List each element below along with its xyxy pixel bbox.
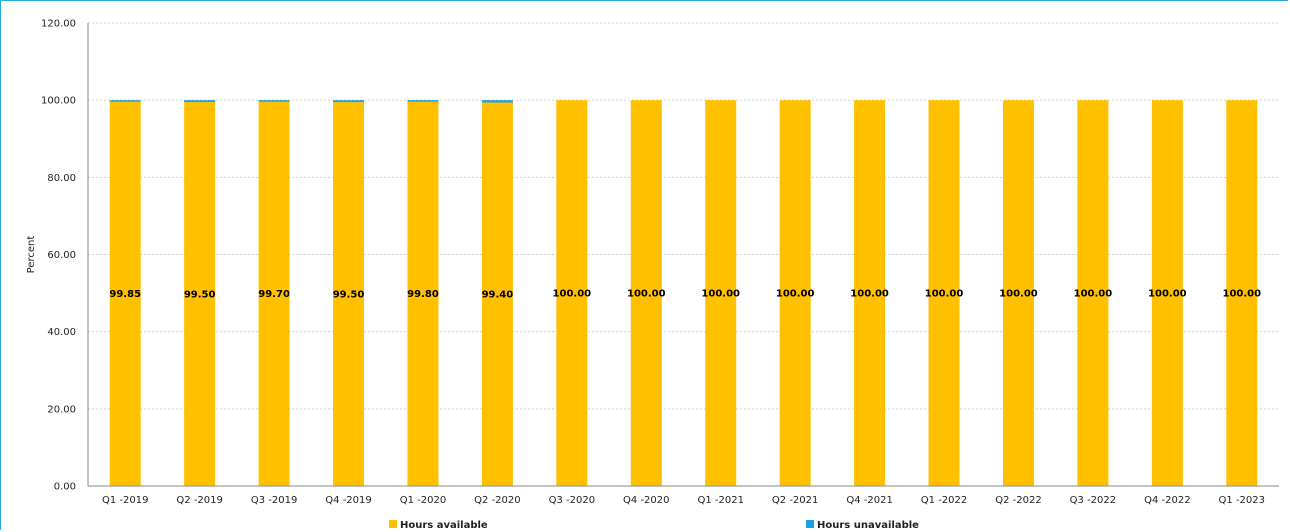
bar-hours-available bbox=[854, 100, 886, 487]
bar-hours-available bbox=[481, 102, 513, 487]
bar-hours-available bbox=[1151, 100, 1183, 487]
bar-hours-unavailable bbox=[407, 100, 439, 102]
bar-hours-available bbox=[779, 100, 811, 487]
bar-hours-available bbox=[556, 100, 588, 487]
x-tick-label: Q4 -2021 bbox=[846, 495, 892, 506]
x-tick-label: Q4 -2020 bbox=[623, 495, 669, 506]
bar-hours-available bbox=[1077, 100, 1109, 487]
y-tick-label: 20.00 bbox=[47, 404, 76, 415]
x-tick-label: Q3 -2020 bbox=[549, 495, 595, 506]
legend-swatch bbox=[389, 520, 397, 528]
data-label: 99.50 bbox=[184, 290, 216, 301]
bar-hours-available bbox=[928, 100, 960, 487]
y-tick-label: 120.00 bbox=[41, 19, 76, 30]
data-label: 100.00 bbox=[776, 289, 815, 300]
x-tick-label: Q1 -2023 bbox=[1219, 495, 1265, 506]
x-tick-label: Q1 -2021 bbox=[697, 495, 743, 506]
x-tick-label: Q4 -2019 bbox=[325, 495, 371, 506]
bar-hours-unavailable bbox=[109, 100, 141, 102]
y-axis-ticks: 0.00 20.00 40.00 60.00 80.00 100.00 120.00 bbox=[41, 19, 76, 493]
x-tick-label: Q1 -2019 bbox=[102, 495, 148, 506]
bar-hours-available bbox=[109, 100, 141, 486]
y-axis-title: Percent bbox=[26, 236, 37, 274]
legend-label: Hours unavailable bbox=[817, 520, 919, 531]
x-tick-label: Q4 -2022 bbox=[1144, 495, 1190, 506]
data-label: 99.40 bbox=[482, 290, 514, 301]
x-tick-label: Q3 -2022 bbox=[1070, 495, 1116, 506]
y-tick-label: 60.00 bbox=[47, 250, 76, 261]
bar-hours-unavailable bbox=[258, 100, 290, 102]
x-tick-label: Q2 -2019 bbox=[176, 495, 222, 506]
bar-hours-unavailable bbox=[481, 100, 513, 103]
x-tick-label: Q3 -2019 bbox=[251, 495, 297, 506]
x-axis-ticks: Q1 -2019 Q2 -2019 Q3 -2019 Q4 -2019 Q1 -2020… bbox=[102, 495, 1265, 506]
y-tick-label: 80.00 bbox=[47, 173, 76, 184]
y-tick-label: 40.00 bbox=[47, 327, 76, 338]
legend-swatch bbox=[806, 520, 814, 528]
data-labels: 99.85 99.50 99.70 99.50 99.80 99.40 100.00 100.… bbox=[109, 289, 1261, 301]
x-tick-label: Q2 -2020 bbox=[474, 495, 520, 506]
x-tick-label: Q2 -2021 bbox=[772, 495, 818, 506]
bar-hours-unavailable bbox=[333, 100, 365, 103]
data-label: 100.00 bbox=[999, 289, 1038, 300]
bar-hours-available bbox=[630, 100, 662, 487]
data-label: 99.50 bbox=[333, 290, 365, 301]
bar-hours-available bbox=[258, 101, 290, 487]
bar-hours-unavailable bbox=[184, 100, 216, 103]
x-tick-label: Q2 -2022 bbox=[995, 495, 1041, 506]
bar-hours-available bbox=[333, 102, 365, 487]
legend: Hours available Hours unavailable bbox=[389, 520, 919, 531]
data-label: 99.70 bbox=[258, 289, 290, 300]
data-label: 100.00 bbox=[701, 289, 740, 300]
data-label: 100.00 bbox=[1222, 289, 1261, 300]
bar-hours-available bbox=[705, 100, 737, 487]
bar-hours-available bbox=[1226, 100, 1258, 487]
bar-hours-available bbox=[1002, 100, 1034, 487]
data-label: 99.85 bbox=[109, 289, 141, 300]
bar-hours-available bbox=[407, 100, 439, 487]
x-tick-label: Q1 -2022 bbox=[921, 495, 967, 506]
data-label: 100.00 bbox=[553, 289, 592, 300]
data-label: 100.00 bbox=[1074, 289, 1113, 300]
y-tick-label: 0.00 bbox=[54, 482, 76, 493]
data-label: 100.00 bbox=[1148, 289, 1187, 300]
data-label: 100.00 bbox=[627, 289, 666, 300]
bar-hours-available bbox=[184, 102, 216, 487]
y-tick-label: 100.00 bbox=[41, 96, 76, 107]
legend-label: Hours available bbox=[400, 520, 488, 531]
bars bbox=[109, 100, 1258, 487]
data-label: 99.80 bbox=[407, 289, 439, 300]
x-tick-label: Q1 -2020 bbox=[400, 495, 446, 506]
data-label: 100.00 bbox=[850, 289, 889, 300]
data-label: 100.00 bbox=[925, 289, 964, 300]
